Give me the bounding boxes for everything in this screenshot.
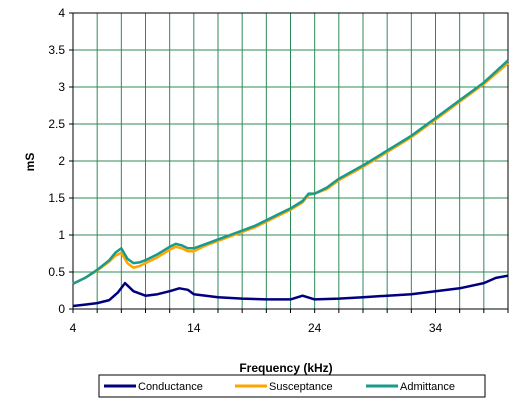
- legend-box: [98, 374, 486, 398]
- x-axis-title: Frequency (kHz): [239, 361, 332, 375]
- grid-lines: [73, 13, 508, 309]
- y-tick-label: 2.5: [48, 117, 65, 131]
- y-tick-label: 3.5: [48, 43, 65, 57]
- y-axis-title: mS: [23, 153, 37, 172]
- legend-label: Admittance: [400, 381, 455, 393]
- legend-label: Conductance: [138, 381, 203, 393]
- x-tick-label: 34: [429, 321, 443, 335]
- x-tick-label: 4: [70, 321, 77, 335]
- series-lines: [72, 59, 509, 308]
- y-axis-ticks: 0 0.5 1 1.5 2 2.5 3 3.5 4: [48, 6, 73, 316]
- series-line-admittance: [72, 59, 509, 285]
- y-tick-label: 1.5: [48, 191, 65, 205]
- x-tick-label: 24: [308, 321, 322, 335]
- y-tick-label: 2: [58, 154, 65, 168]
- legend-label: Susceptance: [269, 381, 333, 393]
- legend: Conductance Susceptance Admittance: [98, 374, 486, 398]
- y-tick-label: 0: [58, 302, 65, 316]
- x-tick-label: 14: [187, 321, 201, 335]
- y-tick-label: 1: [58, 228, 65, 242]
- y-tick-label: 3: [58, 80, 65, 94]
- y-tick-label: 4: [58, 6, 65, 20]
- y-tick-label: 0.5: [48, 265, 65, 279]
- series-line-susceptance: [72, 62, 509, 285]
- x-axis-ticks: 4 14 24 34: [70, 309, 509, 335]
- series-line-conductance: [72, 274, 509, 308]
